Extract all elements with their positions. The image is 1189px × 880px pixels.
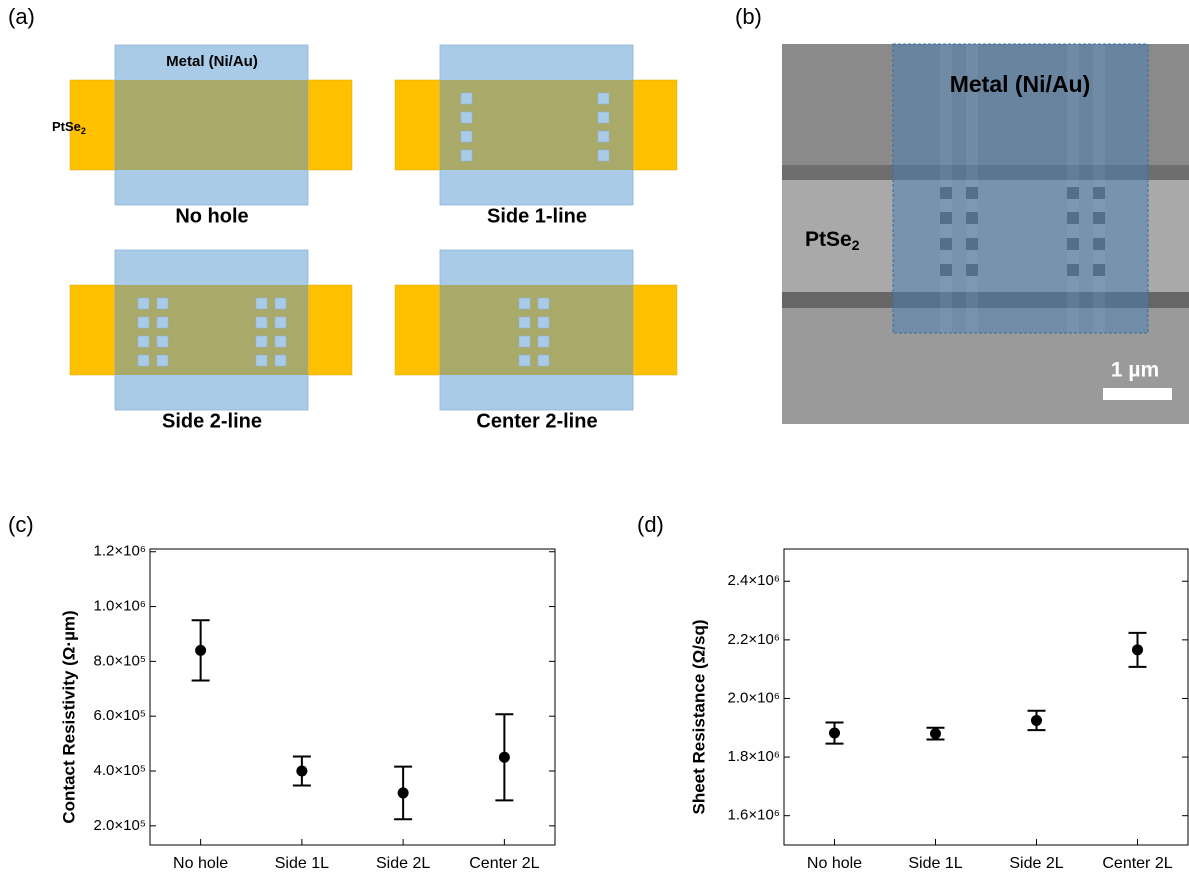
y-tick-label: 6.0×10⁵ <box>93 707 146 724</box>
panel-label: (c) <box>8 512 34 537</box>
hole <box>255 354 268 367</box>
y-tick-label: 1.8×10⁶ <box>728 748 780 765</box>
device-schematic: Center 2-line <box>394 249 678 432</box>
data-point <box>397 787 409 799</box>
y-tick-label: 2.0×10⁵ <box>93 817 146 834</box>
scale-bar <box>1103 388 1172 400</box>
plot-frame <box>783 548 1189 846</box>
schematic: No hole Side 1-line Side 2-line Center 2-li… <box>52 44 678 432</box>
hole <box>518 354 531 367</box>
hole <box>518 335 531 348</box>
hole <box>537 297 550 310</box>
hole <box>255 335 268 348</box>
charts: 2.0×10⁵ 4.0×10⁵ 6.0×10⁵ 8.0×10⁵ 1.0×10⁶ 1.2×1… <box>59 543 1189 872</box>
hole <box>274 335 287 348</box>
hole <box>537 354 550 367</box>
data-point <box>930 728 941 740</box>
hole <box>537 316 550 329</box>
data-point <box>1132 644 1143 656</box>
chart: 2.0×10⁵ 4.0×10⁵ 6.0×10⁵ 8.0×10⁵ 1.0×10⁶ 1.2×1… <box>59 543 556 872</box>
hole <box>460 111 473 124</box>
hole <box>156 316 169 329</box>
x-tick-label: Side 1L <box>275 855 329 872</box>
sem-metal-label: Metal (Ni/Au) <box>950 71 1091 97</box>
chart: 1.6×10⁶ 1.8×10⁶ 2.0×10⁶ 2.2×10⁶ 2.4×10⁶ Sheet… <box>689 548 1189 872</box>
hole <box>537 335 550 348</box>
hole <box>597 92 610 105</box>
panel-label: (a) <box>8 4 35 29</box>
y-tick-label: 8.0×10⁵ <box>93 652 146 669</box>
hole <box>274 316 287 329</box>
y-tick-label: 4.0×10⁵ <box>93 762 146 779</box>
data-point <box>296 765 308 777</box>
hole <box>156 297 169 310</box>
scale-bar-label: 1 µm <box>1111 359 1159 382</box>
material-subscript: 2 <box>852 237 860 253</box>
hole <box>597 149 610 162</box>
y-axis-label: Contact Resistivity (Ω·µm) <box>59 610 78 823</box>
y-tick-label: 1.6×10⁶ <box>728 807 780 824</box>
data-point <box>195 644 207 656</box>
x-tick-label: Side 1L <box>908 855 962 872</box>
x-tick-label: No hole <box>807 855 862 872</box>
y-axis-label: Sheet Resistance (Ω/sq) <box>689 619 708 814</box>
hole <box>274 354 287 367</box>
hole <box>460 149 473 162</box>
hole <box>156 335 169 348</box>
x-tick-label: Center 2L <box>1102 855 1172 872</box>
device-schematic: No hole <box>69 44 353 227</box>
hole <box>137 354 150 367</box>
overlap <box>115 80 308 170</box>
y-tick-label: 1.0×10⁶ <box>94 598 146 615</box>
panel-label: (d) <box>637 512 664 537</box>
y-tick-label: 1.2×10⁶ <box>94 543 146 560</box>
x-tick-label: Side 2L <box>376 855 430 872</box>
hole <box>274 297 287 310</box>
panel-label: (b) <box>735 4 762 29</box>
variant-label: Side 2-line <box>162 410 262 432</box>
hole <box>156 354 169 367</box>
data-point <box>1031 714 1042 726</box>
material-subscript: 2 <box>81 126 86 136</box>
x-tick-label: Center 2L <box>469 855 539 872</box>
data-point <box>829 727 840 739</box>
variant-label: No hole <box>175 205 248 227</box>
metal-label: Metal (Ni/Au) <box>166 53 258 70</box>
hole <box>137 297 150 310</box>
hole <box>137 316 150 329</box>
y-tick-label: 2.2×10⁶ <box>728 631 780 648</box>
x-tick-label: No hole <box>173 855 228 872</box>
hole <box>255 316 268 329</box>
hole <box>597 130 610 143</box>
device-schematic: Side 2-line <box>69 249 353 432</box>
overlap <box>440 285 633 375</box>
y-tick-label: 2.0×10⁶ <box>728 689 780 706</box>
sem-image: Metal (Ni/Au) PtSe2 1 µm <box>782 43 1189 424</box>
sem-metal-overlay <box>892 43 1149 334</box>
hole <box>597 111 610 124</box>
hole <box>255 297 268 310</box>
x-tick-label: Side 2L <box>1009 855 1063 872</box>
plot-frame <box>149 548 556 846</box>
hole <box>518 297 531 310</box>
hole <box>518 316 531 329</box>
material-text: PtSe <box>52 119 81 134</box>
material-text: PtSe <box>805 228 852 251</box>
variant-label: Side 1-line <box>487 205 587 227</box>
device-schematic: Side 1-line <box>394 44 678 227</box>
variant-label: Center 2-line <box>476 410 597 432</box>
data-point <box>498 751 510 763</box>
hole <box>460 130 473 143</box>
hole <box>137 335 150 348</box>
material-label: PtSe2 <box>52 119 86 136</box>
y-tick-label: 2.4×10⁶ <box>728 572 780 589</box>
sem-material-label: PtSe2 <box>805 228 860 253</box>
hole <box>460 92 473 105</box>
